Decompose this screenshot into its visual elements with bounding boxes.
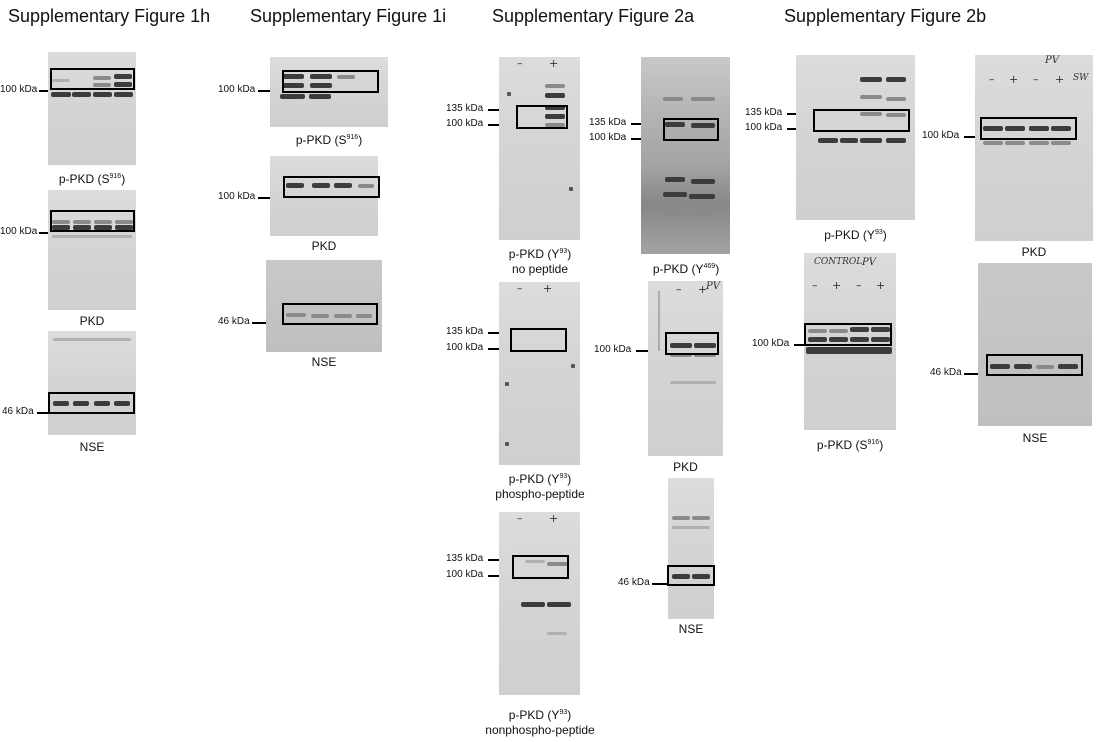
mw-1h-ppkd-100: 100 kDa — [0, 84, 38, 95]
mw-2a-b-135: 135 kDa — [446, 326, 484, 337]
box-2b-nse — [986, 354, 1083, 376]
mw-1i-pkd-100: 100 kDa — [218, 191, 256, 202]
box-2a-y469 — [663, 118, 719, 141]
box-1h-pkd — [50, 210, 135, 232]
mw-2a-a-135: 135 kDa — [446, 103, 484, 114]
title-fig2b: Supplementary Figure 2b — [784, 6, 987, 26]
caption-2a-y93-nonphospho: p-PKD (Y93) nonphospho-peptide — [485, 708, 595, 737]
blot-2a-y469 — [641, 57, 730, 254]
caption-2b-nse: NSE — [1022, 431, 1048, 445]
caption-2a-y93-nopeptide: p-PKD (Y93) no peptide — [508, 247, 572, 276]
blot-2b-s916: CONTROL PV – + – + — [804, 253, 896, 430]
box-1h-ppkd — [50, 68, 135, 90]
caption-2a-y93-phospho: p-PKD (Y93) phospho-peptide — [495, 472, 585, 501]
box-1i-pkd — [283, 176, 380, 198]
box-2b-pkd — [980, 117, 1077, 140]
mw-1i-ppkd-100: 100 kDa — [218, 84, 256, 95]
caption-2a-nse: NSE — [678, 622, 704, 636]
blot-2b-nse — [978, 263, 1092, 426]
box-2a-y93-nonphospho — [512, 555, 569, 579]
mw-2b-s916-100: 100 kDa — [752, 338, 790, 349]
box-1h-nse — [48, 392, 135, 414]
mw-2a-pkd-100: 100 kDa — [594, 344, 632, 355]
blot-2a-y93-nonphospho: – + — [499, 512, 580, 695]
mw-2b-nse-46: 46 kDa — [930, 367, 962, 378]
caption-2a-y469: p-PKD (Y469) — [652, 262, 720, 276]
mw-2a-c-135: 135 kDa — [446, 553, 484, 564]
title-fig2a: Supplementary Figure 2a — [492, 6, 695, 26]
box-1i-ppkd — [282, 70, 379, 93]
mw-2b-a-100: 100 kDa — [745, 122, 783, 133]
blot-1i-nse — [266, 260, 382, 352]
blot-2a-pkd: – + PV — [648, 281, 723, 456]
box-2a-y93-phospho — [510, 328, 567, 352]
blot-2a-y93-nopeptide: – + — [499, 57, 580, 240]
caption-1i-nse: NSE — [311, 355, 337, 369]
box-1i-nse — [282, 303, 378, 325]
blot-1h-ppkd — [48, 52, 136, 165]
mw-1h-nse-46: 46 kDa — [2, 406, 34, 417]
caption-1h-ppkd: p-PKD (S916) — [58, 172, 126, 186]
caption-2a-pkd: PKD — [673, 460, 698, 474]
title-fig1i: Supplementary Figure 1i — [250, 6, 447, 26]
box-2a-y93-nopeptide — [516, 105, 568, 129]
mw-2a-a-100: 100 kDa — [446, 118, 484, 129]
mw-1h-pkd-100: 100 kDa — [0, 226, 38, 237]
blot-1h-nse — [48, 331, 136, 435]
mw-1i-nse-46: 46 kDa — [218, 316, 250, 327]
mw-2a-c-100: 100 kDa — [446, 569, 484, 580]
caption-1h-nse: NSE — [79, 440, 105, 454]
box-2b-y93 — [813, 109, 910, 132]
caption-1h-pkd: PKD — [79, 314, 105, 328]
caption-2b-y93: p-PKD (Y93) — [824, 228, 887, 242]
caption-2b-pkd: PKD — [1021, 245, 1047, 259]
caption-1i-pkd: PKD — [311, 239, 337, 253]
box-2b-s916 — [804, 323, 892, 346]
mw-2a-nse-46: 46 kDa — [618, 577, 650, 588]
mw-2a-d-100: 100 kDa — [589, 132, 627, 143]
mw-2b-pkd-100: 100 kDa — [922, 130, 960, 141]
caption-2b-s916: p-PKD (S916) — [816, 438, 884, 452]
blot-2a-y93-phospho: – + — [499, 282, 580, 465]
box-2a-pkd — [665, 332, 719, 355]
mw-2b-a-135: 135 kDa — [745, 107, 783, 118]
mw-2a-b-100: 100 kDa — [446, 342, 484, 353]
mw-2a-d-135: 135 kDa — [589, 117, 627, 128]
blot-2a-nse — [668, 478, 714, 619]
blot-2b-y93 — [796, 55, 915, 220]
blot-2b-pkd: PV – + – + SW — [975, 55, 1093, 241]
title-fig1h: Supplementary Figure 1h — [8, 6, 211, 26]
blot-1h-pkd — [48, 190, 136, 310]
box-2a-nse — [667, 565, 715, 586]
caption-1i-ppkd: p-PKD (S916) — [295, 133, 363, 147]
